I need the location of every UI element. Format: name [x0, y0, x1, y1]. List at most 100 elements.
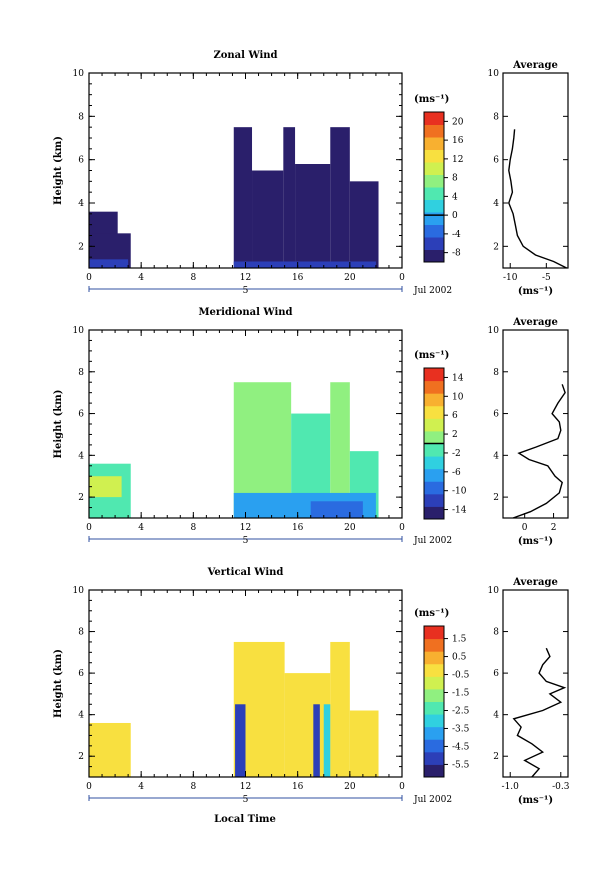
vertical-avg-profile-line	[512, 647, 567, 778]
zonal-heatmap-cell-8	[349, 181, 379, 268]
vertical-heatmap-cell-5	[235, 704, 246, 777]
zonal-y-tick-label-0: 2	[78, 242, 84, 252]
vertical-title: Vertical Wind	[207, 567, 284, 578]
vertical-colorbar-label-3: -1.5	[452, 689, 470, 699]
zonal-avg-y-tick-label-2: 6	[493, 156, 499, 166]
zonal-x-tick-label-5: 20	[344, 273, 356, 283]
vertical-avg-x-tick-label-1: -0.3	[552, 782, 570, 792]
vertical-y-tick-label-4: 10	[73, 586, 85, 596]
vertical-y-tick-label-0: 2	[78, 752, 84, 762]
zonal-colorbar-label-4: 4	[452, 192, 458, 202]
zonal-colorbar-cell-4	[424, 199, 444, 213]
vertical-heatmap-cell-3	[330, 641, 350, 777]
zonal-colorbar-label-1: 16	[452, 136, 464, 146]
zonal-colorbar-label-2: 12	[452, 155, 463, 165]
zonal-colorbar-label-0: 20	[452, 117, 464, 127]
meridional-avg-x-tick-label-1: 2	[551, 523, 557, 533]
meridional-avg-y-tick-label-0: 2	[493, 493, 499, 503]
meridional-colorbar-label-2: 6	[452, 411, 458, 421]
meridional-colorbar-label-7: -14	[452, 506, 467, 516]
vertical-colorbar-label-1: 0.5	[452, 653, 467, 663]
vertical-colorbar-label-6: -4.5	[452, 742, 470, 752]
vertical-colorbar-cell-8	[424, 663, 444, 677]
zonal-colorbar-cell-0	[424, 249, 444, 263]
meridional-x-tick-label-2: 8	[190, 523, 196, 533]
zonal-avg-title: Average	[512, 60, 558, 71]
zonal-heatmap-cell-7	[330, 127, 350, 269]
meridional-colorbar-label-6: -10	[452, 487, 467, 497]
vertical-colorbar-cell-10	[424, 638, 444, 652]
vertical-colorbar-label-5: -3.5	[452, 724, 470, 734]
meridional-colorbar-cell-3	[424, 468, 444, 482]
zonal-avg-profile-line	[508, 129, 567, 269]
meridional-day-marker: 5	[243, 536, 249, 546]
meridional-colorbar-cell-9	[424, 393, 444, 407]
meridional-heatmap-cell-4	[330, 382, 350, 518]
zonal-colorbar-cell-8	[424, 149, 444, 163]
zonal-colorbar-label-7: -8	[452, 249, 461, 259]
meridional-avg-profile-line	[512, 384, 566, 519]
meridional-colorbar-cell-11	[424, 368, 444, 382]
zonal-x-tick-label-2: 8	[190, 273, 196, 283]
vertical-avg-y-tick-label-4: 10	[488, 586, 500, 596]
meridional-avg-y-tick-label-4: 10	[488, 326, 500, 336]
meridional-colorbar-unit: (ms⁻¹)	[414, 350, 449, 361]
zonal-y-tick-label-1: 4	[78, 199, 84, 209]
vertical-y-tick-label-2: 6	[78, 669, 84, 679]
zonal-colorbar-cell-1	[424, 237, 444, 250]
meridional-x-tick-label-0: 0	[86, 523, 92, 533]
vertical-colorbar-frame	[423, 625, 445, 778]
vertical-avg-frame	[502, 589, 569, 778]
vertical-x-tick-label-2: 8	[190, 782, 196, 792]
vertical-colorbar-label-7: -5.5	[452, 760, 470, 770]
zonal-colorbar-cell-5	[424, 187, 444, 200]
zonal-heatmap-cell-5	[283, 127, 296, 269]
meridional-avg-unit: (ms⁻¹)	[518, 536, 553, 547]
meridional-x-tick-label-5: 20	[344, 523, 356, 533]
meridional-avg-title: Average	[512, 317, 558, 328]
zonal-colorbar-label-6: -4	[452, 230, 461, 240]
zonal-colorbar-cell-10	[424, 124, 444, 138]
vertical-colorbar-cell-11	[424, 626, 444, 640]
meridional-x-tick-label-4: 16	[292, 523, 304, 533]
meridional-avg-frame	[502, 329, 569, 519]
meridional-title: Meridional Wind	[198, 307, 292, 318]
zonal-heatmap-cell-9	[233, 261, 376, 268]
vertical-day-marker: 5	[243, 795, 249, 805]
zonal-avg-y-tick-label-0: 2	[493, 242, 499, 252]
vertical-y-tick-label-1: 4	[78, 711, 84, 721]
meridional-y-tick-label-0: 2	[78, 493, 84, 503]
zonal-avg-y-tick-label-1: 4	[493, 199, 499, 209]
meridional-colorbar-cell-5	[424, 443, 444, 457]
vertical-colorbar-cell-6	[424, 688, 444, 702]
meridional-y-axis-label: Height (km)	[53, 390, 64, 459]
meridional-y-tick-label-3: 8	[78, 368, 84, 378]
zonal-x-tick-label-0: 0	[86, 273, 92, 283]
zonal-colorbar-cell-2	[424, 224, 444, 238]
vertical-colorbar-cell-3	[424, 726, 444, 740]
meridional-colorbar-label-5: -6	[452, 468, 461, 478]
zonal-heatmap-cell-2	[89, 259, 129, 268]
vertical-x-tick-label-0: 0	[86, 782, 92, 792]
meridional-colorbar-label-4: -2	[452, 449, 461, 459]
zonal-heatmap-cell-3	[233, 127, 253, 269]
zonal-x-tick-label-4: 16	[292, 273, 304, 283]
meridional-colorbar-cell-4	[424, 456, 444, 470]
zonal-y-tick-label-3: 8	[78, 112, 84, 122]
vertical-colorbar-cell-4	[424, 714, 444, 728]
meridional-y-tick-label-1: 4	[78, 451, 84, 461]
meridional-colorbar-cell-6	[424, 430, 444, 444]
vertical-colorbar-label-0: 1.5	[452, 635, 467, 645]
zonal-colorbar-cell-11	[424, 112, 444, 125]
vertical-x-tick-label-5: 20	[344, 782, 356, 792]
vertical-colorbar-unit: (ms⁻¹)	[414, 608, 449, 619]
vertical-avg-title: Average	[512, 577, 558, 588]
zonal-avg-x-tick-label-0: -10	[503, 273, 518, 283]
meridional-heatmap-cell-1	[89, 476, 122, 498]
meridional-colorbar-cell-0	[424, 506, 444, 520]
zonal-avg-y-tick-label-3: 8	[493, 112, 499, 122]
zonal-y-axis-label: Height (km)	[53, 136, 64, 205]
vertical-avg-y-tick-label-2: 6	[493, 669, 499, 679]
vertical-heatmap-cell-2	[284, 673, 331, 777]
